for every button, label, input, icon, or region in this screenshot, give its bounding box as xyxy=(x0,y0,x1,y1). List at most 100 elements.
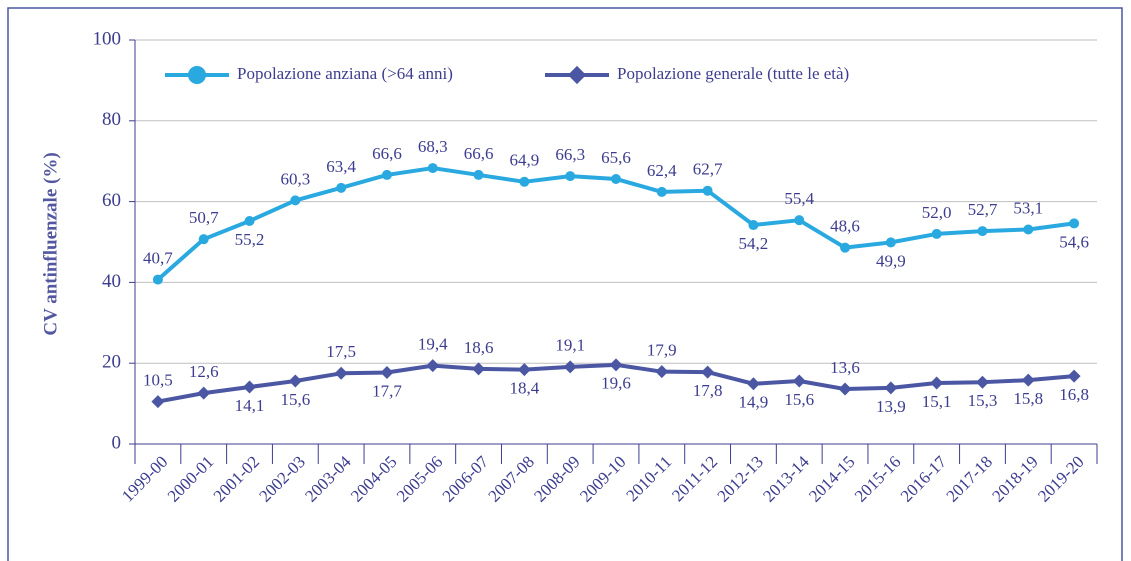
data-label: 48,6 xyxy=(830,217,860,236)
data-point xyxy=(290,195,301,206)
data-label: 19,6 xyxy=(601,374,631,393)
data-point xyxy=(885,237,896,248)
data-point xyxy=(1067,369,1081,383)
legend-label: Popolazione generale (tutte le età) xyxy=(617,64,849,83)
data-point xyxy=(1021,373,1035,387)
data-label: 19,4 xyxy=(418,335,448,354)
data-point xyxy=(288,374,302,388)
data-point xyxy=(1069,218,1080,229)
data-point xyxy=(746,377,760,391)
x-tick-label: 2014-15 xyxy=(805,452,859,506)
data-label: 66,6 xyxy=(372,144,402,163)
data-point xyxy=(151,395,165,409)
x-tick-label: 2004-05 xyxy=(347,452,401,506)
data-point xyxy=(794,215,805,226)
data-point xyxy=(792,374,806,388)
data-label: 17,7 xyxy=(372,381,402,400)
data-label: 62,7 xyxy=(693,160,723,179)
x-tick-label: 2015-16 xyxy=(851,452,905,506)
x-tick-label: 2012-13 xyxy=(714,452,768,506)
y-tick-label: 80 xyxy=(102,109,121,130)
data-point xyxy=(473,169,484,180)
frame xyxy=(7,7,1123,561)
data-point xyxy=(472,362,486,376)
data-label: 18,4 xyxy=(510,379,540,398)
data-point xyxy=(380,365,394,379)
data-point xyxy=(426,359,440,373)
data-label: 15,3 xyxy=(968,391,998,410)
data-label: 60,3 xyxy=(280,169,310,188)
data-point xyxy=(977,226,988,237)
data-label: 54,6 xyxy=(1059,232,1089,251)
x-tick-label: 2016-17 xyxy=(897,452,951,506)
data-label: 66,6 xyxy=(464,144,494,163)
data-point xyxy=(611,173,621,184)
y-tick-label: 100 xyxy=(93,28,122,49)
data-point xyxy=(336,182,347,193)
x-tick-label: 2019-20 xyxy=(1034,452,1088,506)
data-point xyxy=(381,169,392,180)
data-label: 65,6 xyxy=(601,148,631,167)
x-tick-label: 2005-06 xyxy=(393,452,447,506)
data-label: 13,6 xyxy=(830,358,860,377)
data-label: 15,1 xyxy=(922,392,952,411)
data-point xyxy=(427,163,438,174)
data-label: 19,1 xyxy=(555,336,585,355)
data-label: 55,2 xyxy=(235,230,265,249)
x-tick-label: 2013-14 xyxy=(759,452,813,506)
x-tick-label: 2018-19 xyxy=(988,452,1042,506)
data-label: 63,4 xyxy=(326,157,356,176)
data-label: 53,1 xyxy=(1013,198,1043,217)
data-point xyxy=(748,220,759,231)
data-label: 13,9 xyxy=(876,397,906,416)
data-label: 50,7 xyxy=(189,208,219,227)
data-label: 14,9 xyxy=(739,393,769,412)
x-tick-label: 2006-07 xyxy=(439,452,493,506)
x-tick-label: 2011-12 xyxy=(668,452,721,505)
data-point xyxy=(1023,224,1034,235)
data-label: 17,9 xyxy=(647,341,677,360)
data-point xyxy=(884,381,898,395)
data-point xyxy=(519,176,530,187)
data-label: 16,8 xyxy=(1059,385,1089,404)
data-label: 40,7 xyxy=(143,248,173,267)
legend-label: Popolazione anziana (>64 anni) xyxy=(237,64,453,83)
x-tick-label: 2010-11 xyxy=(622,452,675,505)
data-label: 68,3 xyxy=(418,137,448,156)
data-label: 10,5 xyxy=(143,370,173,389)
y-tick-label: 0 xyxy=(112,432,122,453)
data-label: 52,0 xyxy=(922,203,952,222)
data-label: 62,4 xyxy=(647,161,677,180)
x-tick-label: 2017-18 xyxy=(943,452,997,506)
data-point xyxy=(930,376,944,390)
x-tick-label: 2002-03 xyxy=(255,452,309,506)
data-label: 66,3 xyxy=(555,145,585,164)
data-point xyxy=(243,380,257,394)
data-label: 52,7 xyxy=(968,200,998,219)
data-point xyxy=(702,185,713,196)
data-label: 12,6 xyxy=(189,362,219,381)
data-point xyxy=(565,171,576,182)
data-label: 55,4 xyxy=(784,189,814,208)
data-point xyxy=(840,242,851,253)
data-point xyxy=(656,186,667,197)
data-label: 18,6 xyxy=(464,338,494,357)
x-tick-label: 2008-09 xyxy=(530,452,584,506)
data-point xyxy=(975,375,989,389)
data-label: 15,6 xyxy=(280,390,310,409)
data-point xyxy=(197,386,211,400)
data-label: 17,5 xyxy=(326,342,356,361)
data-label: 54,2 xyxy=(739,234,769,253)
legend-marker xyxy=(188,66,206,84)
data-point xyxy=(609,358,623,372)
y-axis-label: CV antinfluenzale (%) xyxy=(40,152,61,335)
data-label: 14,1 xyxy=(235,396,265,415)
data-point xyxy=(931,228,942,239)
data-label: 17,8 xyxy=(693,381,723,400)
data-label: 49,9 xyxy=(876,251,906,270)
data-point xyxy=(334,366,348,380)
data-point xyxy=(152,274,163,285)
x-tick-label: 2001-02 xyxy=(210,452,264,506)
data-point xyxy=(838,382,852,396)
